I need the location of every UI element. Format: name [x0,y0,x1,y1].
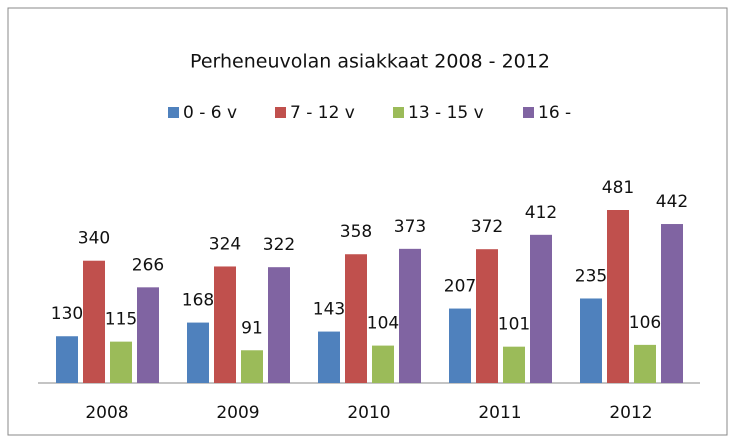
data-label: 207 [444,277,476,297]
bar [372,345,394,383]
data-label: 322 [263,235,295,255]
x-tick-label: 2010 [347,403,390,423]
data-label: 340 [78,229,110,249]
x-tick-label: 2012 [609,403,652,423]
data-label: 373 [394,217,426,237]
bar [187,322,209,383]
legend-label: 16 - [538,103,571,123]
bar [399,248,421,383]
x-tick-label: 2011 [478,403,521,423]
bar [345,254,367,383]
x-tick-label: 2008 [85,403,128,423]
data-label: 412 [525,203,557,223]
data-label: 324 [209,234,241,254]
legend-label: 7 - 12 v [290,103,355,123]
chart-title: Perheneuvolan asiakkaat 2008 - 2012 [190,51,550,73]
bar [661,224,683,383]
x-tick-label: 2009 [216,403,259,423]
data-label: 143 [313,300,345,320]
data-label: 372 [471,217,503,237]
bar [503,346,525,383]
bar [634,344,656,383]
data-label: 358 [340,222,372,242]
data-label: 115 [105,310,137,330]
data-label: 235 [575,266,607,286]
bar [530,234,552,383]
legend-swatch [168,107,179,118]
data-label: 104 [367,314,399,334]
data-label: 481 [602,178,634,198]
bar [83,260,105,383]
bar [214,266,236,383]
data-label: 91 [241,318,263,338]
data-label: 130 [51,304,83,324]
data-label: 442 [656,192,688,212]
legend-label: 13 - 15 v [408,103,484,123]
data-label: 106 [629,313,661,333]
data-label: 168 [182,291,214,311]
bar [318,331,340,383]
bar [268,267,290,383]
bar [449,308,471,383]
bar [110,341,132,383]
bar [56,336,78,383]
data-label: 101 [498,315,530,335]
legend-label: 0 - 6 v [183,103,237,123]
bar [137,287,159,383]
bar [580,298,602,383]
bar [241,350,263,383]
legend-swatch [393,107,404,118]
legend-swatch [275,107,286,118]
bar [607,210,629,383]
bar [476,249,498,383]
legend-swatch [523,107,534,118]
data-label: 266 [132,255,164,275]
